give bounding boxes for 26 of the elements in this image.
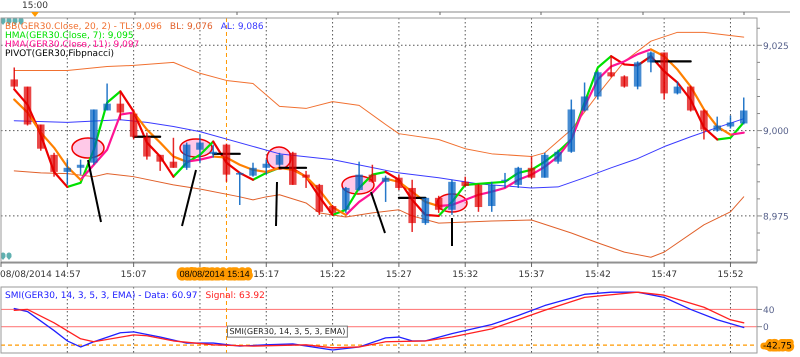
x-tick-label: 15:32 <box>452 270 478 280</box>
x-tick-label: 15:42 <box>584 270 611 280</box>
text: 15:00 <box>22 1 48 11</box>
x-tick-label: 15:37 <box>518 270 544 280</box>
x-tick-label: 15:47 <box>651 270 678 280</box>
text: HMA(GER30.Close, 7): 9,095 <box>5 31 134 41</box>
x-tick-label: 08/08/2014 14:57 <box>0 270 81 280</box>
text: HMA(GER30.Close, 11): 9,097 <box>5 40 140 50</box>
x-tick-label: 15:27 <box>386 270 412 280</box>
text: -42.75 <box>763 342 792 352</box>
x-tick-label: 15:22 <box>320 270 346 280</box>
y-tick-label: 40 <box>763 306 775 316</box>
text: BB(GER30.Close, 20, 2) - TL: 9,096 <box>5 22 162 32</box>
y-tick-label: 9,025 <box>763 42 789 52</box>
x-tick-label: 15:52 <box>718 270 744 280</box>
y-tick-label: 8,975 <box>763 212 789 222</box>
series-label: SMI(GER30, 14, 3, 5, 3, EMA) - Data: 60.97 <box>5 291 198 301</box>
text: BL: 9,076 <box>170 22 214 32</box>
y-tick-label: 0 <box>763 323 769 334</box>
x-tick-label: 15:07 <box>120 270 147 280</box>
text: PIVOT(GER30,Fibpnacci) <box>5 49 114 59</box>
text: Signal: 63.92 <box>206 291 265 301</box>
x-tick-label: 15:17 <box>253 270 280 280</box>
annotation: SMI(GER30, 14, 3, 5, 3, EMA) <box>229 327 346 336</box>
text: 08/08/2014 15:14 <box>180 269 250 279</box>
y-tick-label: 9,000 <box>763 127 790 138</box>
